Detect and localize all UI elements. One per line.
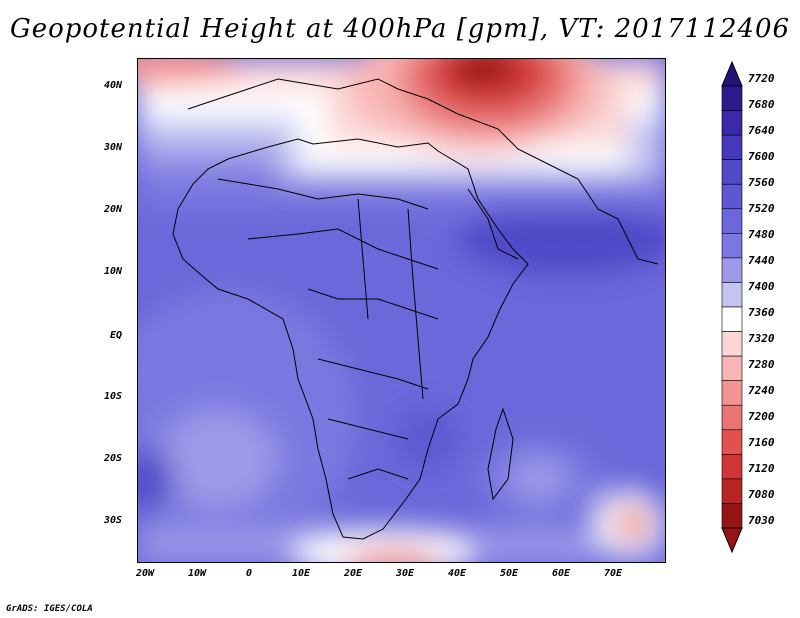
colorbar-segment — [721, 282, 743, 308]
lat-tick-label: 40N — [104, 80, 123, 91]
colorbar-segment — [721, 306, 743, 332]
colorbar-label: 7480 — [748, 228, 775, 241]
map-panel — [137, 58, 666, 563]
lat-tick-label: 20N — [104, 204, 123, 215]
colorbar-segment — [721, 380, 743, 406]
colorbar — [721, 60, 743, 554]
lat-tick-label: 30N — [104, 142, 123, 153]
lat-tick-label: 10S — [104, 391, 123, 402]
colorbar-segment — [721, 257, 743, 283]
colorbar-segment — [721, 208, 743, 234]
lon-tick-label: 10E — [292, 568, 311, 579]
lat-tick-label: 20S — [104, 453, 123, 464]
coastlines — [172, 78, 659, 540]
lon-tick-label: 60E — [552, 568, 571, 579]
colorbar-label: 7080 — [748, 488, 775, 501]
geopotential-field — [138, 59, 665, 562]
colorbar-label: 7240 — [748, 384, 775, 397]
lon-tick-label: 30E — [396, 568, 415, 579]
lon-tick-label: 40E — [448, 568, 467, 579]
colorbar-segment — [721, 331, 743, 357]
colorbar-label: 7120 — [748, 462, 775, 475]
lat-tick-label: EQ — [110, 330, 123, 341]
colorbar-segment — [721, 233, 743, 259]
lat-tick-label: 10N — [104, 266, 123, 277]
colorbar-segment — [721, 355, 743, 381]
colorbar-label: 7160 — [748, 436, 775, 449]
colorbar-top-arrow — [721, 60, 743, 87]
colorbar-label: 7640 — [748, 124, 775, 137]
colorbar-segment — [721, 85, 743, 111]
lon-tick-label: 20W — [136, 568, 155, 579]
colorbar-label: 7560 — [748, 176, 775, 189]
colorbar-segment — [721, 454, 743, 480]
colorbar-segment — [721, 159, 743, 185]
lon-tick-label: 10W — [188, 568, 207, 579]
colorbar-segment — [721, 404, 743, 431]
colorbar-segment — [721, 183, 743, 210]
colorbar-label: 7030 — [748, 514, 775, 527]
lat-tick-label: 30S — [104, 515, 123, 526]
credit-text: GrADS: IGES/COLA — [6, 604, 93, 614]
colorbar-label: 7600 — [748, 150, 775, 163]
colorbar-segment — [721, 503, 743, 529]
colorbar-label: 7400 — [748, 280, 775, 293]
colorbar-segment — [721, 478, 743, 504]
colorbar-label: 7200 — [748, 410, 775, 423]
lon-tick-label: 50E — [500, 568, 519, 579]
colorbar-label: 7320 — [748, 332, 775, 345]
lon-tick-label: 20E — [344, 568, 363, 579]
lon-tick-label: 70E — [604, 568, 623, 579]
colorbar-segment — [721, 429, 743, 455]
colorbar-label: 7680 — [748, 98, 775, 111]
colorbar-bottom-arrow — [721, 527, 743, 554]
colorbar-segment — [721, 110, 743, 136]
lon-tick-label: 0 — [246, 568, 253, 579]
colorbar-label: 7520 — [748, 202, 775, 215]
colorbar-label: 7440 — [748, 254, 775, 267]
colorbar-segment — [721, 134, 743, 160]
colorbar-label: 7360 — [748, 306, 775, 319]
colorbar-label: 7280 — [748, 358, 775, 371]
chart-title: Geopotential Height at 400hPa [gpm], VT:… — [9, 14, 791, 44]
colorbar-label: 7720 — [748, 72, 775, 85]
